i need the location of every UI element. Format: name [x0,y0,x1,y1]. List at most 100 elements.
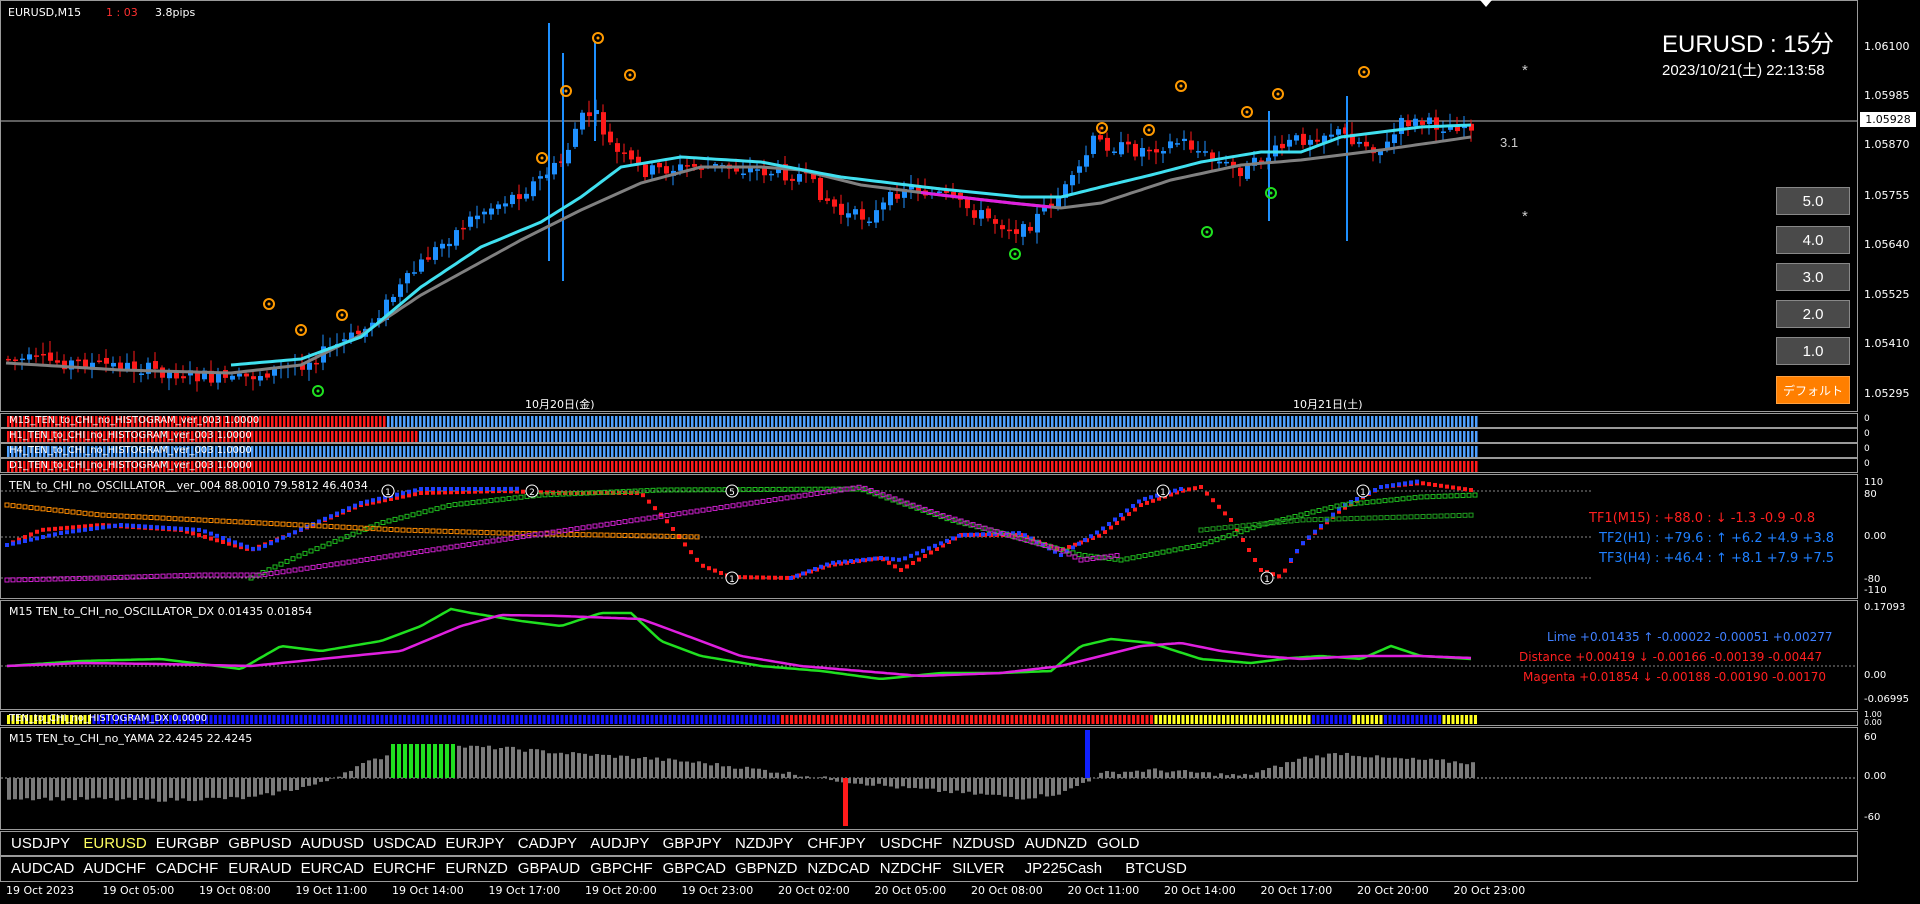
symbol-link-nzdchf[interactable]: NZDCHF [879,860,942,877]
osc-series-point [806,486,812,492]
osc-series-point [1196,542,1202,548]
symbol-link-gbpchf[interactable]: GBPCHF [590,860,653,877]
histogram-bar [587,431,590,442]
symbol-link-eurnzd[interactable]: EURNZD [445,860,508,877]
symbol-link-usdjpy[interactable]: USDJPY [11,835,71,852]
histogram-bar [595,431,598,442]
dx-histogram-bar [16,715,19,724]
histogram-bar [1231,431,1234,442]
symbol-link-cadjpy[interactable]: CADJPY [517,835,577,852]
histogram-bar [1051,416,1054,427]
osc-series-point [1211,498,1215,503]
dx-histogram-bar [389,715,393,724]
osc-series-point [1169,492,1173,497]
osc-series-point [377,496,381,501]
symbol-link-jp225cash[interactable]: JP225Cash [1024,860,1103,877]
dx-histogram-bar [1015,715,1018,724]
symbol-link-audjpy[interactable]: AUDJPY [590,835,650,852]
zoom-3-button[interactable]: 3.0 [1776,263,1850,291]
candle-body [790,178,795,181]
dx-histogram-bar [286,715,289,724]
histogram-bar [411,431,414,442]
symbol-link-nzdusd[interactable]: NZDUSD [952,835,1015,852]
osc-series-point [304,565,310,571]
symbol-link-eurjpy[interactable]: EURJPY [445,835,505,852]
osc-series-point [1301,541,1305,546]
yama-bar [307,778,311,786]
histogram-bar [911,446,914,457]
symbol-link-eurgbp[interactable]: EURGBP [155,835,220,852]
histogram-bar [251,416,254,427]
symbol-link-eurcad[interactable]: EURCAD [300,860,364,877]
zoom-4-button[interactable]: 4.0 [1776,226,1850,254]
histogram-bar [1095,431,1098,442]
histogram-bar [211,446,214,457]
histogram-bar [1399,461,1402,472]
symbol-link-audusd[interactable]: AUDUSD [300,835,364,852]
symbol-link-audnzd[interactable]: AUDNZD [1024,835,1088,852]
candle-body [272,367,277,376]
histogram-bar [651,446,654,457]
price-chart-pane[interactable] [0,0,1858,412]
symbol-link-nzdcad[interactable]: NZDCAD [807,860,870,877]
yama-bar [715,763,719,778]
price-chart-canvas[interactable] [1,1,1858,412]
dx-histogram-bar [1141,715,1144,724]
histogram-bar [1151,431,1154,442]
symbol-link-gbpusd[interactable]: GBPUSD [228,835,292,852]
chart-shift-icon[interactable] [1480,0,1492,7]
symbol-link-nzdjpy[interactable]: NZDJPY [735,835,794,852]
osc-marker-label: 1 [385,488,391,498]
symbol-link-gbpjpy[interactable]: GBPJPY [662,835,722,852]
yama-bar [1075,778,1079,787]
symbol-link-gbpnzd[interactable]: GBPNZD [735,860,798,877]
price-tick: 1.05295 [1864,387,1910,400]
candle-body [1182,138,1187,142]
histogram-bar [587,416,590,427]
osc-series-point [701,563,705,568]
osc-series-point [340,560,346,566]
symbol-link-euraud[interactable]: EURAUD [228,860,292,877]
symbol-link-gold[interactable]: GOLD [1097,835,1140,852]
symbol-link-eurchf[interactable]: EURCHF [373,860,436,877]
symbol-link-usdcad[interactable]: USDCAD [373,835,437,852]
dx-histogram-bar [398,715,402,724]
zoom-2-button[interactable]: 2.0 [1776,300,1850,328]
symbol-link-btcusd[interactable]: BTCUSD [1125,860,1187,877]
histogram-bar [483,446,486,457]
dx-histogram-bar [947,715,951,724]
histogram-bar [791,416,794,427]
osc-series-point [562,527,568,533]
candle-body [552,162,557,175]
histogram-bar [35,446,38,457]
symbol-link-cadchf[interactable]: CADCHF [155,860,219,877]
dx-oscillator-pane[interactable]: M15 TEN_to_CHI_no_OSCILLATOR_DX 0.01435 … [0,600,1858,710]
candle-body [1168,141,1173,149]
zoom-1-button[interactable]: 1.0 [1776,337,1850,365]
symbol-link-gbpcad[interactable]: GBPCAD [662,860,726,877]
dx-histogram-bar [191,715,195,724]
histogram-bar [843,431,846,442]
osc-series-point [1133,507,1137,512]
dx-histogram-bar [1339,715,1342,724]
histogram-bar [731,416,734,427]
symbol-link-gbpaud[interactable]: GBPAUD [517,860,581,877]
symbol-link-audchf[interactable]: AUDCHF [83,860,146,877]
yama-pane[interactable]: M15 TEN_to_CHI_no_YAMA 22.4245 22.4245 [0,727,1858,830]
symbol-link-silver[interactable]: SILVER [952,860,1005,877]
yama-bar [505,746,509,778]
osc-series-point [1354,515,1360,521]
symbol-link-usdchf[interactable]: USDCHF [879,835,943,852]
default-button[interactable]: デフォルト [1776,376,1850,404]
symbol-link-eurusd[interactable]: EURUSD [83,835,147,852]
symbol-link-chfjpy[interactable]: CHFJPY [807,835,866,852]
zoom-5-button[interactable]: 5.0 [1776,187,1850,215]
osc-series-point [17,537,21,542]
symbol-link-audcad[interactable]: AUDCAD [11,860,75,877]
dx-histogram-bar [961,715,964,724]
candle-body [1287,139,1292,147]
osc-series-point [1240,523,1246,529]
osc-series-point [256,520,262,526]
osc-series-point [268,521,274,526]
